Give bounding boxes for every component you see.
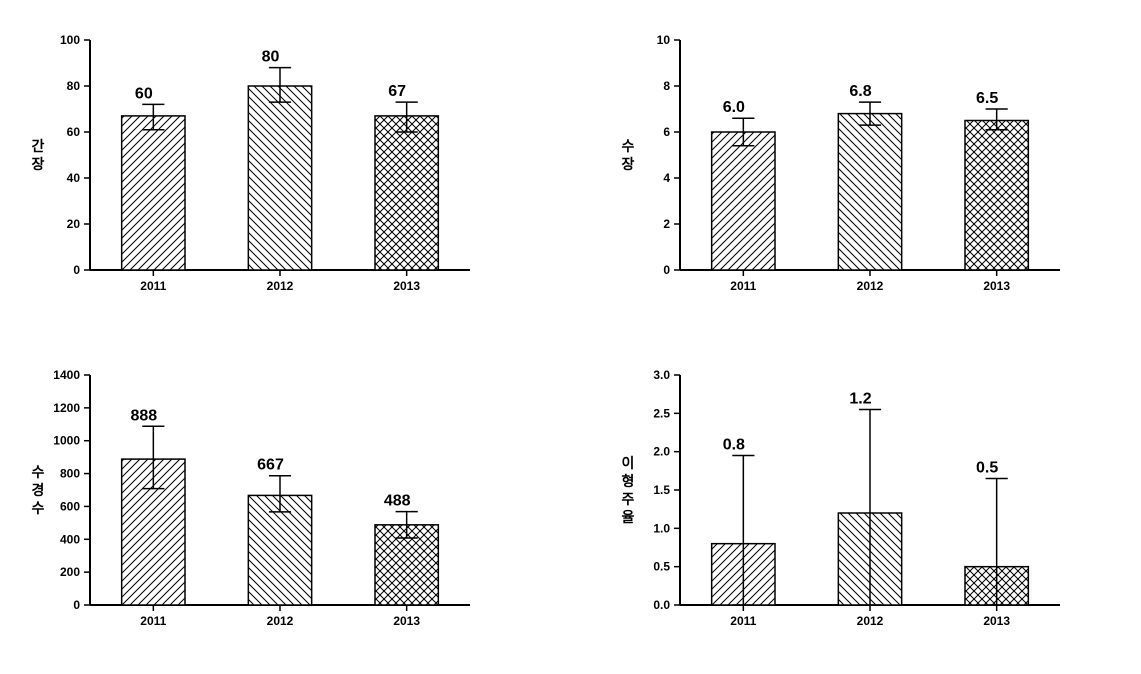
y-tick-label: 0.5 <box>653 560 670 574</box>
y-tick-label: 0 <box>73 598 80 612</box>
y-tick-label: 4 <box>663 171 670 185</box>
value-label: 67 <box>388 83 406 100</box>
y-axis-label-char: 율 <box>622 509 635 525</box>
value-label: 6.8 <box>849 83 871 100</box>
y-tick-label: 800 <box>60 467 80 481</box>
y-tick-label: 20 <box>67 217 81 231</box>
y-tick-label: 6 <box>663 125 670 139</box>
y-axis-label-char: 장 <box>622 156 635 172</box>
y-tick-label: 1200 <box>53 401 80 415</box>
bar <box>122 116 185 270</box>
x-tick-label: 2012 <box>857 279 884 293</box>
y-tick-label: 1.5 <box>653 483 670 497</box>
y-axis-label-char: 수 <box>622 138 635 154</box>
y-tick-label: 80 <box>67 79 81 93</box>
y-tick-label: 8 <box>663 79 670 93</box>
chart-br: 0.0 0.5 1.0 1.5 2.0 2.5 3.0 이형주율 0.8 2011 1.2 2012 0… <box>610 355 1070 645</box>
value-label: 6.0 <box>723 99 745 116</box>
y-axis-label-char: 이 <box>622 455 635 471</box>
y-tick-label: 1.0 <box>653 521 670 535</box>
x-tick-label: 2012 <box>267 614 294 628</box>
value-label: 6.5 <box>976 90 998 107</box>
x-tick-label: 2012 <box>857 614 884 628</box>
chart-tl: 0 20 40 60 80 100 간장 60 2011 80 2012 67 2013 <box>20 20 480 310</box>
y-tick-label: 600 <box>60 499 80 513</box>
x-tick-label: 2011 <box>730 279 756 293</box>
value-label: 0.5 <box>976 460 998 477</box>
y-tick-label: 100 <box>60 33 80 47</box>
y-tick-label: 400 <box>60 532 80 546</box>
panel-bottom-right: 0.0 0.5 1.0 1.5 2.0 2.5 3.0 이형주율 0.8 2011 1.2 2012 0… <box>610 355 1120 650</box>
x-tick-label: 2013 <box>983 614 1010 628</box>
value-label: 0.8 <box>723 437 745 454</box>
value-label: 488 <box>384 493 411 510</box>
y-axis-label-char: 간 <box>32 138 45 154</box>
x-tick-label: 2012 <box>267 279 294 293</box>
x-tick-label: 2013 <box>393 614 420 628</box>
y-axis-label-char: 주 <box>622 491 635 507</box>
x-tick-label: 2013 <box>983 279 1010 293</box>
chart-grid: 020406080100간장602011802012672013 0246810… <box>20 20 1120 650</box>
x-tick-label: 2011 <box>140 614 166 628</box>
panel-top-right: 0 2 4 6 8 10 수장 6.0 2011 6.8 2012 6.5 2013 <box>610 20 1120 315</box>
panel-bottom-left: 0 200 400 600 800 1000 1200 1400 수경수 888 2011 667 20… <box>20 355 530 650</box>
bar <box>965 121 1028 271</box>
y-axis-label-char: 경 <box>32 482 45 498</box>
value-label: 60 <box>135 85 153 102</box>
y-axis-label-char: 장 <box>32 156 45 172</box>
x-tick-label: 2011 <box>140 279 166 293</box>
value-label: 667 <box>257 457 284 474</box>
chart-tr: 0 2 4 6 8 10 수장 6.0 2011 6.8 2012 6.5 2013 <box>610 20 1070 310</box>
x-tick-label: 2011 <box>730 614 756 628</box>
y-tick-label: 1000 <box>53 434 80 448</box>
value-label: 888 <box>130 407 157 424</box>
x-tick-label: 2013 <box>393 279 420 293</box>
y-tick-label: 10 <box>657 33 671 47</box>
y-tick-label: 40 <box>67 171 81 185</box>
y-tick-label: 0.0 <box>653 598 670 612</box>
value-label: 80 <box>262 49 280 66</box>
value-label: 1.2 <box>849 391 871 408</box>
bar <box>248 86 311 270</box>
bar <box>712 132 775 270</box>
y-tick-label: 0 <box>73 263 80 277</box>
y-tick-label: 200 <box>60 565 80 579</box>
bar <box>375 116 438 270</box>
bar <box>838 114 901 270</box>
chart-bl: 0 200 400 600 800 1000 1200 1400 수경수 888 2011 667 20… <box>20 355 480 645</box>
y-axis-label-char: 수 <box>32 500 45 516</box>
y-tick-label: 0 <box>663 263 670 277</box>
y-tick-label: 1400 <box>53 368 80 382</box>
y-tick-label: 60 <box>67 125 81 139</box>
y-axis-label-char: 형 <box>622 473 635 489</box>
y-tick-label: 2 <box>663 217 670 231</box>
panel-top-left: 0 20 40 60 80 100 간장 60 2011 80 2012 67 2013 <box>20 20 530 315</box>
y-tick-label: 2.5 <box>653 406 670 420</box>
y-tick-label: 3.0 <box>653 368 670 382</box>
y-axis-label-char: 수 <box>32 464 45 480</box>
y-tick-label: 2.0 <box>653 445 670 459</box>
